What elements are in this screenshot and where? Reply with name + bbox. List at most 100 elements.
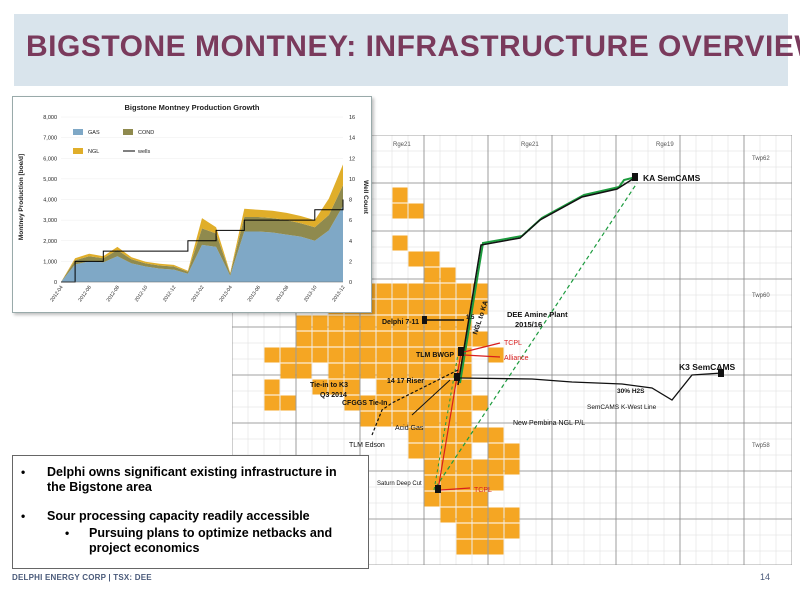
y-right-tick-label: 4	[349, 239, 352, 245]
y-right-tick-label: 16	[349, 115, 355, 121]
x-tick-label: 2012-12	[162, 285, 178, 304]
bullet-3-line-2: project economics	[89, 541, 200, 555]
chart-legend: GAS COND NGL wells	[73, 129, 154, 155]
lease-block	[424, 283, 440, 299]
lease-block	[392, 299, 408, 315]
y-right-tick-label: 14	[349, 136, 355, 142]
label-ka-semcams: KA SemCAMS	[643, 173, 701, 183]
lease-block	[488, 475, 504, 491]
lease-block	[392, 363, 408, 379]
grid-label-twp60: Twp60	[752, 293, 770, 299]
lease-block	[344, 379, 360, 395]
label-delphi-7-11: Delphi 7-11	[382, 319, 419, 326]
tlm-bwgp-node	[458, 347, 464, 356]
chart-title: Bigstone Montney Production Growth	[125, 103, 260, 112]
y-tick-label: 5,000	[43, 177, 57, 183]
lease-block	[408, 331, 424, 347]
legend-label: GAS	[88, 130, 100, 136]
lease-block	[424, 347, 440, 363]
lease-block	[456, 539, 472, 555]
x-tick-label: 2013-12	[331, 285, 347, 304]
lease-block	[472, 523, 488, 539]
lease-block	[360, 315, 376, 331]
lease-block	[312, 347, 328, 363]
label-h2s: 30% H2S	[617, 388, 645, 395]
k3-node	[718, 369, 724, 377]
y-tick-label: 8,000	[43, 115, 57, 121]
saturn-node	[435, 485, 441, 493]
lease-block	[408, 299, 424, 315]
y-right-tick-label: 8	[349, 198, 352, 204]
x-tick-label: 2013-06	[247, 285, 263, 304]
page-title: BIGSTONE MONTNEY: INFRASTRUCTURE OVERVIE…	[26, 30, 800, 63]
label-cfggs: CFGGS Tie-In	[342, 400, 387, 407]
lease-block	[328, 363, 344, 379]
bullet-2: Sour processing capacity readily accessi…	[47, 509, 310, 523]
lease-block	[424, 411, 440, 427]
lease-block	[440, 379, 456, 395]
label-acid-gas: Acid Gas	[395, 425, 424, 432]
lease-block	[408, 283, 424, 299]
green-dashed-line	[435, 182, 638, 488]
lease-block	[344, 395, 360, 411]
lease-block	[312, 331, 328, 347]
line-wells	[61, 199, 344, 283]
lease-block	[344, 331, 360, 347]
tie-in-dashed	[371, 369, 459, 436]
lease-block	[360, 411, 376, 427]
lease-block	[264, 347, 280, 363]
label-riser: 14 17 Riser	[387, 378, 424, 385]
area-gas	[61, 205, 343, 282]
lease-block	[456, 491, 472, 507]
lease-block	[440, 411, 456, 427]
lease-block	[392, 331, 408, 347]
infrastructure-map: Rge21 Rge21 Rge19 Twp62 Twp60 Twp58 KA S…	[232, 135, 792, 565]
acid-gas-line	[411, 379, 451, 416]
lease-block	[312, 315, 328, 331]
lease-block	[360, 347, 376, 363]
lease-block	[440, 331, 456, 347]
lease-block	[264, 379, 280, 395]
x-tick-label: 2013-02	[190, 285, 206, 304]
bullet-box: • Delphi owns significant existing infra…	[12, 455, 369, 569]
lease-block	[392, 187, 408, 203]
lease-block	[488, 459, 504, 475]
label-tie-in-k3: Tie-in to K3	[310, 382, 348, 389]
lease-block	[456, 395, 472, 411]
lease-block	[424, 491, 440, 507]
lease-block	[408, 395, 424, 411]
legend-label: COND	[138, 130, 154, 136]
lease-block	[376, 315, 392, 331]
arrow-alliance	[463, 354, 501, 358]
label-dee-amine-1: DEE Amine Plant	[507, 310, 568, 319]
green-pipeline	[459, 176, 637, 384]
label-k3-semcams: K3 SemCAMS	[679, 362, 736, 372]
lease-block	[440, 507, 456, 523]
arrow-tcpl-bottom	[440, 487, 471, 491]
lease-block	[456, 443, 472, 459]
black-pipeline	[457, 176, 637, 386]
y-tick-label: 0	[54, 280, 57, 286]
grid-label-rge21a: Rge21	[393, 142, 411, 148]
lease-block	[440, 491, 456, 507]
lease-block	[456, 299, 472, 315]
legend-swatch	[73, 129, 83, 135]
footer-company: DELPHI ENERGY CORP | TSX: DEE	[12, 573, 152, 582]
lease-block	[424, 363, 440, 379]
lease-block	[440, 443, 456, 459]
lease-block	[296, 315, 312, 331]
lease-block	[472, 395, 488, 411]
lease-block	[440, 267, 456, 283]
lease-block	[392, 315, 408, 331]
lease-block	[344, 347, 360, 363]
legend-label: wells	[137, 149, 150, 155]
lease-block	[408, 443, 424, 459]
lease-block	[296, 347, 312, 363]
sub-bullet-dot: •	[65, 526, 70, 540]
lease-block	[328, 347, 344, 363]
y-tick-label: 1,000	[43, 259, 57, 265]
lease-block	[408, 427, 424, 443]
lease-block	[472, 507, 488, 523]
facility-nodes	[422, 173, 724, 493]
lease-block	[360, 363, 376, 379]
